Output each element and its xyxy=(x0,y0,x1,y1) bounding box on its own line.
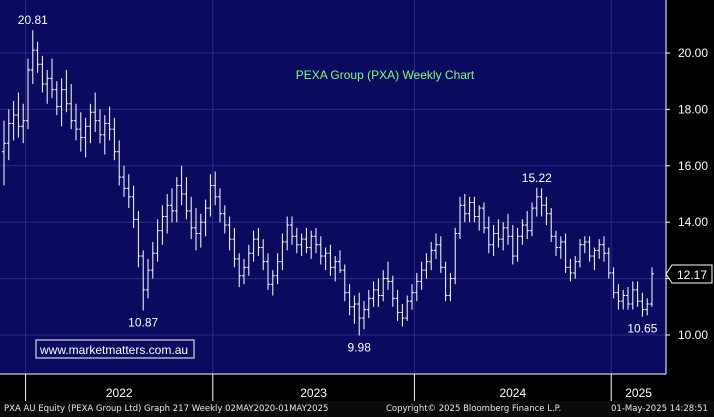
y-tick-label: 16.00 xyxy=(678,159,708,173)
y-tick-label: 14.00 xyxy=(678,215,708,229)
x-axis: 2022 2023 2024 2025 xyxy=(0,373,666,401)
plot-area xyxy=(0,0,666,374)
price-annotations: 20.81 10.87 9.98 15.22 10.65 xyxy=(18,13,658,354)
x-gridlines xyxy=(25,0,612,374)
footer-security-info: PXA AU Equity (PEXA Group Ltd) Graph 217… xyxy=(4,404,329,414)
x-tick-label: 2024 xyxy=(499,386,526,400)
footer-bar: PXA AU Equity (PEXA Group Ltd) Graph 217… xyxy=(0,401,714,417)
last-price-marker: 12.17 xyxy=(665,264,713,284)
ohlc-bars xyxy=(2,30,654,336)
x-tick-label: 2022 xyxy=(106,386,133,400)
price-annotation: 10.87 xyxy=(128,315,158,329)
footer-timestamp: 01-May-2025 14:28:51 xyxy=(611,404,708,414)
watermark-box[interactable]: www.marketmatters.com.au xyxy=(35,339,195,359)
x-tick-label: 2025 xyxy=(625,386,652,400)
watermark-link[interactable]: www.marketmatters.com.au xyxy=(39,343,188,357)
chart-title: PEXA Group (PXA) Weekly Chart xyxy=(296,68,475,82)
price-annotation: 10.65 xyxy=(627,322,657,336)
price-annotation: 20.81 xyxy=(18,13,48,27)
x-tick-label: 2023 xyxy=(300,386,327,400)
price-annotation: 9.98 xyxy=(348,341,372,355)
last-price-label: 12.17 xyxy=(677,268,707,282)
price-annotation: 15.22 xyxy=(522,171,552,185)
y-tick-label: 18.00 xyxy=(678,102,708,116)
gridlines xyxy=(0,52,666,336)
y-tick-label: 20.00 xyxy=(678,46,708,60)
y-tick-label: 10.00 xyxy=(678,328,708,342)
footer-copyright: Copyright© 2025 Bloomberg Finance L.P. xyxy=(386,404,562,414)
